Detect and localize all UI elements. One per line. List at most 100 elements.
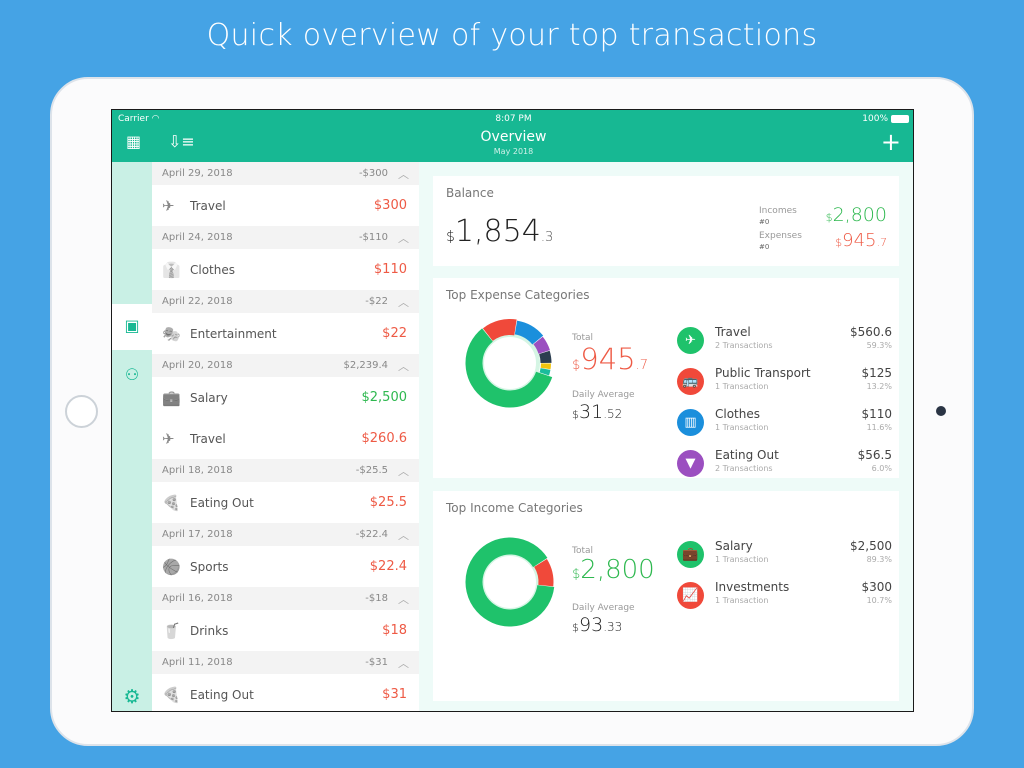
category-percent: 6.0%: [871, 464, 892, 473]
basketball-hoop-icon: 🏀: [162, 557, 181, 576]
category-item[interactable]: ▥ Clothes 1 Transaction $110 11.6%: [677, 407, 892, 443]
balance-decimal: .3: [540, 230, 554, 245]
category-name: Travel: [715, 325, 751, 339]
category-percent: 10.7%: [866, 596, 892, 605]
date-group-header[interactable]: April 18, 2018 -$25.5 ︿: [152, 459, 419, 482]
collapse-chevron-icon[interactable]: ︿: [398, 231, 409, 245]
transaction-row[interactable]: 👔 Clothes $110: [152, 249, 419, 290]
home-button[interactable]: [65, 395, 98, 428]
category-item[interactable]: 🚌 Public Transport 1 Transaction $125 13.2%: [677, 366, 892, 402]
group-total: -$25.5: [355, 465, 388, 476]
total-label: Total: [572, 546, 594, 556]
collapse-chevron-icon[interactable]: ︿: [398, 359, 409, 373]
date-group-header[interactable]: April 16, 2018 -$18 ︿: [152, 587, 419, 610]
slice-eating-out: [533, 336, 550, 355]
total-decimal: .7: [635, 358, 649, 373]
avg-decimal: .52: [603, 407, 623, 421]
expense-daily-average: $31.52: [572, 401, 622, 423]
shirt-icon: 👔: [162, 260, 181, 279]
collapse-chevron-icon[interactable]: ︿: [398, 295, 409, 309]
category-value: $2,500: [850, 539, 892, 553]
airplane-icon: ✈: [162, 196, 175, 215]
daily-average-label: Daily Average: [572, 603, 635, 613]
group-total: -$31: [365, 657, 388, 668]
carrier: Carrier ◠: [118, 114, 160, 124]
collapse-chevron-icon[interactable]: ︿: [398, 464, 409, 478]
category-item[interactable]: ▼ Eating Out 2 Transactions $56.5 6.0%: [677, 448, 892, 484]
category-transactions: 1 Transaction: [715, 596, 769, 605]
chart-line-icon: 📈: [677, 582, 704, 609]
balance-value: $1,854.3: [446, 214, 553, 249]
transaction-category: Entertainment: [190, 326, 277, 341]
add-button[interactable]: +: [880, 128, 901, 156]
collapse-chevron-icon[interactable]: ︿: [398, 167, 409, 181]
battery-icon: [891, 114, 909, 123]
camera: [936, 406, 946, 416]
briefcase-icon: 💼: [162, 388, 181, 407]
transaction-row[interactable]: 🥤 Drinks $18: [152, 610, 419, 651]
transaction-amount: $31: [382, 687, 407, 702]
transaction-category: Drinks: [190, 623, 229, 638]
transaction-row[interactable]: 🎭 Entertainment $22: [152, 313, 419, 354]
transaction-row[interactable]: ✈ Travel $300: [152, 185, 419, 226]
sidebar: ▣ ⚇ ⚙: [112, 162, 152, 711]
transaction-row[interactable]: 🏀 Sports $22.4: [152, 546, 419, 587]
transaction-category: Travel: [190, 198, 226, 213]
group-date: April 22, 2018: [162, 296, 233, 307]
category-name: Salary: [715, 539, 753, 553]
date-group-header[interactable]: April 24, 2018 -$110 ︿: [152, 226, 419, 249]
avg-decimal: .33: [603, 620, 623, 634]
incomes-value: $2,800: [826, 204, 887, 226]
income-card-title: Top Income Categories: [446, 501, 583, 515]
category-value: $560.6: [850, 325, 892, 339]
total-whole: 945: [580, 342, 636, 376]
currency: $: [825, 211, 833, 224]
group-date: April 11, 2018: [162, 657, 233, 668]
date-group-header[interactable]: April 11, 2018 -$31 ︿: [152, 651, 419, 674]
app-screen: Carrier ◠ 8:07 PM 100% Overview May 2018…: [111, 109, 914, 712]
incomes-count: #0: [759, 218, 770, 226]
currency: $: [572, 358, 581, 373]
transaction-list: April 29, 2018 -$300 ︿ ✈ Travel $300 April 24,…: [152, 162, 419, 711]
sort-icon[interactable]: ⇩≡: [168, 132, 195, 151]
airplane-icon: ✈: [162, 429, 175, 448]
date-group-header[interactable]: April 29, 2018 -$300 ︿: [152, 162, 419, 185]
calendar-icon[interactable]: ▦: [126, 132, 142, 151]
category-item[interactable]: 💼 Salary 1 Transaction $2,500 89.3%: [677, 539, 892, 575]
category-transactions: 2 Transactions: [715, 464, 773, 473]
total-whole: 2,800: [580, 555, 655, 585]
collapse-chevron-icon[interactable]: ︿: [398, 592, 409, 606]
collapse-chevron-icon[interactable]: ︿: [398, 656, 409, 670]
slice-salary: [465, 537, 555, 627]
category-item[interactable]: 📈 Investments 1 Transaction $300 10.7%: [677, 580, 892, 616]
date-group-header[interactable]: April 22, 2018 -$22 ︿: [152, 290, 419, 313]
sidebar-item-people[interactable]: ⚇: [124, 365, 140, 384]
transaction-row[interactable]: 🍕 Eating Out $31: [152, 674, 419, 711]
settings-gear-icon[interactable]: ⚙: [123, 686, 141, 708]
transaction-amount: $260.6: [361, 431, 408, 446]
currency: $: [572, 567, 581, 582]
date-group-header[interactable]: April 20, 2018 $2,239.4 ︿: [152, 354, 419, 377]
expense-card: Top Expense Categories Total $945.7 Dail…: [433, 278, 899, 478]
transaction-category: Travel: [190, 431, 226, 446]
group-date: April 16, 2018: [162, 593, 233, 604]
expense-card-title: Top Expense Categories: [446, 288, 590, 302]
transaction-amount: $110: [373, 262, 407, 277]
category-percent: 11.6%: [866, 423, 892, 432]
sidebar-item-overview[interactable]: ▣: [124, 316, 140, 335]
category-percent: 89.3%: [866, 555, 892, 564]
transaction-row[interactable]: 🍕 Eating Out $25.5: [152, 482, 419, 523]
sidebar-active-bg: [112, 304, 152, 350]
expense-total: $945.7: [572, 342, 648, 376]
category-name: Investments: [715, 580, 790, 594]
transaction-row[interactable]: ✈ Travel $260.6: [152, 418, 419, 459]
transaction-row[interactable]: 💼 Salary $2,500: [152, 377, 419, 418]
income-card: Top Income Categories Total $2,800 Daily…: [433, 491, 899, 701]
income-donut-chart: [465, 537, 555, 627]
category-item[interactable]: ✈ Travel 2 Transactions $560.6 59.3%: [677, 325, 892, 361]
shirt-icon: ▥: [677, 409, 704, 436]
page-subtitle: May 2018: [493, 147, 534, 156]
date-group-header[interactable]: April 17, 2018 -$22.4 ︿: [152, 523, 419, 546]
currency: $: [572, 621, 579, 634]
collapse-chevron-icon[interactable]: ︿: [398, 528, 409, 542]
